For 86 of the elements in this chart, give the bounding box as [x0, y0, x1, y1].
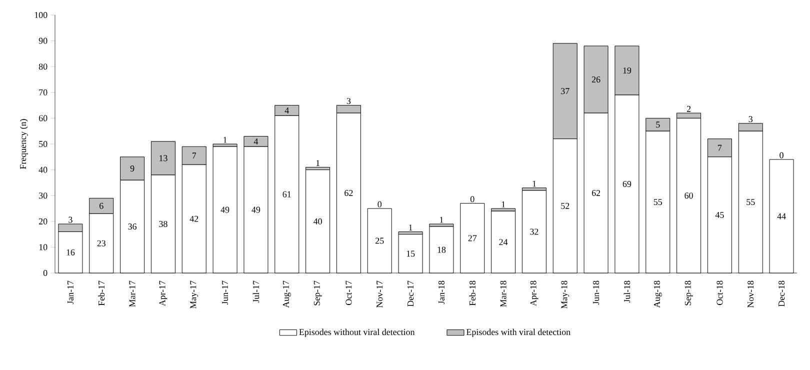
data-label: 1	[316, 160, 320, 166]
data-label: 16	[66, 249, 75, 256]
data-label: 18	[438, 246, 446, 253]
data-label: 42	[190, 216, 198, 222]
data-label: 4	[254, 138, 258, 144]
data-label: 25	[376, 238, 384, 244]
y-tick-label: 90	[38, 38, 48, 44]
data-label: 37	[561, 88, 570, 94]
data-label: 9	[130, 165, 134, 172]
x-tick-label: Nov-18	[748, 280, 754, 308]
data-label: 52	[561, 202, 570, 209]
data-label: 7	[192, 152, 196, 159]
x-tick-label: Jan-17	[67, 280, 74, 304]
data-label: 1	[409, 224, 412, 231]
data-label: 1	[224, 136, 227, 143]
legend-label: Episodes with viral detection	[466, 328, 570, 337]
x-tick-label: May-18	[561, 280, 570, 309]
x-tick-label: Jun-18	[593, 280, 600, 305]
y-tick-label: 70	[39, 89, 48, 96]
y-tick-label: 0	[43, 270, 48, 276]
x-tick-label: Sep-18	[684, 280, 693, 306]
x-tick-label: Feb-18	[469, 280, 476, 306]
data-label: 2	[686, 106, 691, 112]
x-tick-label: Nov-17	[376, 280, 383, 308]
data-label: 0	[780, 152, 784, 158]
data-label: 1	[502, 201, 506, 208]
data-label: 24	[499, 239, 508, 246]
data-label: 44	[777, 213, 786, 220]
data-label: 0	[470, 196, 474, 202]
y-tick-label: 40	[38, 166, 48, 173]
data-label: 61	[282, 191, 291, 198]
data-label: 62	[592, 190, 600, 196]
data-label: 3	[748, 116, 753, 122]
y-tick-label: 20	[38, 218, 48, 224]
data-label: 55	[654, 199, 662, 206]
x-tick-label: Oct-17	[346, 280, 352, 305]
x-tick-label: May-17	[190, 280, 198, 309]
x-tick-label: Jul-17	[252, 280, 260, 303]
data-label: 36	[128, 224, 137, 230]
data-label: 62	[344, 190, 353, 196]
data-label: 0	[378, 201, 382, 208]
y-tick-label: 30	[39, 192, 48, 199]
data-label: 26	[592, 76, 600, 83]
data-label: 27	[468, 235, 477, 242]
x-tick-label: Apr-17	[159, 280, 168, 306]
x-tick-label: Jul-18	[624, 280, 630, 303]
legend-label: Episodes without viral detection	[299, 328, 415, 337]
x-tick-label: Feb-17	[98, 280, 105, 306]
data-label: 19	[623, 67, 632, 74]
data-label: 45	[715, 212, 724, 218]
data-label: 23	[97, 240, 106, 246]
data-label: 4	[284, 108, 289, 114]
y-tick-label: 100	[34, 12, 48, 18]
data-label: 49	[252, 206, 260, 213]
data-label: 5	[656, 122, 660, 128]
data-label: 32	[530, 228, 538, 235]
y-tick-label: 10	[39, 244, 48, 250]
x-tick-label: Jan-18	[438, 280, 444, 304]
x-tick-label: Oct-18	[716, 280, 723, 305]
x-tick-label: Jun-17	[222, 280, 228, 305]
data-label: 60	[684, 192, 693, 199]
data-label: 3	[346, 98, 351, 104]
data-label: 40	[313, 218, 322, 224]
data-label: 55	[746, 199, 755, 206]
y-tick-label: 60	[38, 115, 48, 122]
x-tick-label: Aug-17	[282, 280, 291, 308]
x-tick-label: Apr-18	[530, 280, 538, 306]
y-axis-title: Frequency (n)	[20, 119, 28, 170]
x-tick-label: Dec-17	[408, 280, 414, 307]
data-label: 69	[622, 180, 632, 188]
data-label: 3	[68, 216, 72, 223]
data-label: 6	[100, 202, 104, 209]
x-tick-label: Aug-18	[654, 280, 662, 308]
data-label: 13	[160, 155, 168, 162]
data-label: 1	[440, 216, 444, 223]
y-tick-label: 80	[38, 64, 48, 70]
data-label: 15	[406, 250, 415, 257]
data-label: 38	[159, 220, 168, 228]
data-label: 1	[532, 180, 536, 187]
x-tick-label: Mar-18	[500, 280, 506, 307]
x-tick-label: Sep-17	[314, 280, 322, 306]
y-tick-label: 50	[39, 140, 48, 148]
data-label: 7	[718, 144, 722, 151]
data-label: 49	[220, 206, 230, 213]
x-tick-label: Dec-18	[778, 280, 785, 307]
x-tick-label: Mar-17	[129, 280, 136, 307]
